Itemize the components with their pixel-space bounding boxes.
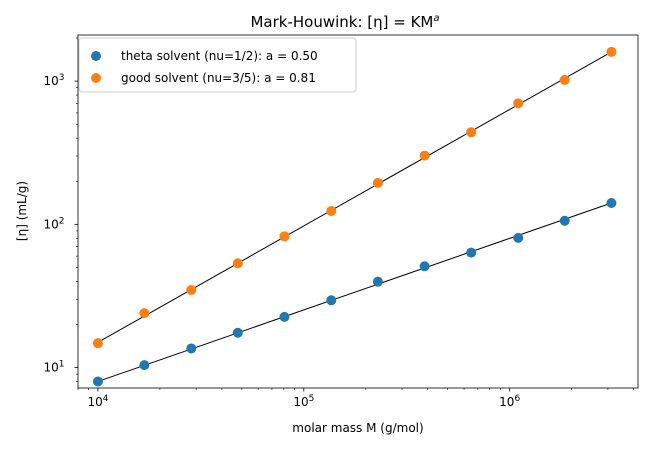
x-tick-label-exponent: 5 [309,394,315,404]
y-tick-label: 102 [43,216,64,231]
y-axis-label: [η] (mL/g) [15,181,29,241]
data-point [372,177,383,188]
x-axis-label: molar mass M (g/mol) [292,421,423,435]
x-tick-label-base: 10 [87,395,102,409]
y-tick-label-exponent: 1 [59,360,65,370]
x-tick-label-exponent: 6 [514,394,520,404]
data-point [513,98,524,109]
data-point [139,360,150,371]
data-point [92,338,103,349]
y-tick-label-base: 10 [43,361,58,375]
data-point [372,276,383,287]
fit-line [97,202,612,382]
data-point [419,261,430,272]
data-point [559,215,570,226]
legend-marker-theta [91,51,101,61]
axes-frame [77,34,639,389]
data-point [326,295,337,306]
legend-label-theta: theta solvent (nu=1/2): a = 0.50 [121,49,318,63]
data-point [139,308,150,319]
data-point [186,343,197,354]
chart-title-text: Mark-Houwink: [η] = KM [250,13,433,31]
data-point [279,311,290,322]
x-tick-label: 106 [499,394,520,409]
y-tick-label: 103 [43,73,64,88]
x-axis-ticks: 104 105 106 [77,388,634,409]
data-point [466,127,477,138]
data-point [92,376,103,387]
data-point [186,285,197,296]
data-point [606,197,617,208]
data-point [279,231,290,242]
x-tick-label: 104 [87,394,108,409]
chart-title: Mark-Houwink: [η] = KMa [250,13,439,31]
data-point [326,205,337,216]
plot-area [92,46,617,387]
x-tick-label-base: 10 [293,395,308,409]
data-point [513,232,524,243]
x-tick-label: 105 [293,394,314,409]
legend: theta solvent (nu=1/2): a = 0.50 good so… [78,37,357,93]
y-tick-label-base: 10 [43,74,58,88]
x-tick-label-base: 10 [499,395,514,409]
data-point [232,258,243,269]
x-tick-label-exponent: 4 [103,394,109,404]
legend-marker-good [91,73,101,83]
data-point [466,247,477,258]
legend-label-good: good solvent (nu=3/5): a = 0.81 [121,71,316,85]
chart-title-superscript: a [433,13,439,24]
y-tick-label: 101 [43,360,64,375]
data-point [232,327,243,338]
y-tick-label-exponent: 2 [59,216,65,226]
y-tick-label-base: 10 [43,217,58,231]
fit-line [97,51,612,343]
series-1 [92,46,617,349]
y-tick-label-exponent: 3 [59,73,65,83]
legend-box [78,37,357,93]
data-point [419,150,430,161]
data-point [559,74,570,85]
series-0 [92,197,617,387]
data-point [606,46,617,57]
